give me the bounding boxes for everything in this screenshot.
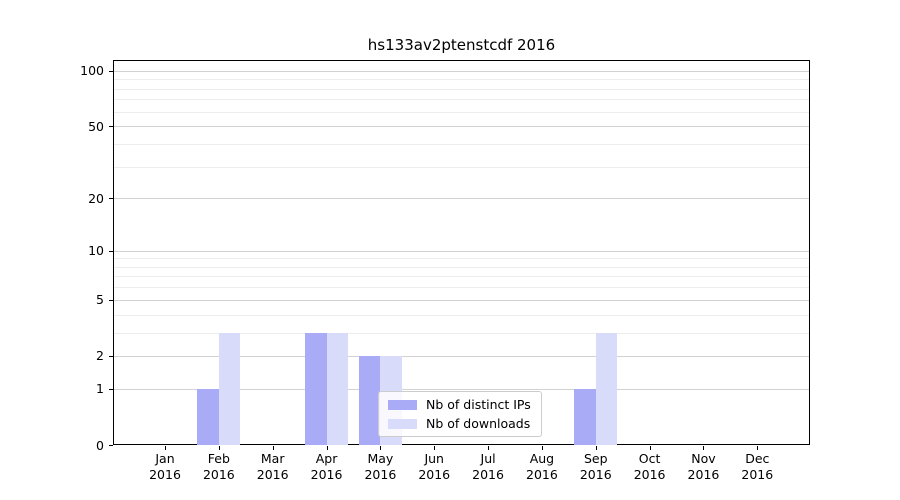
x-tick-label: Feb 2016 — [202, 451, 235, 482]
gridline-major — [114, 70, 809, 72]
x-tick-label: Jan 2016 — [149, 451, 181, 482]
gridline-minor — [114, 276, 809, 278]
gridline-minor — [114, 166, 809, 168]
x-tick-label: Dec 2016 — [741, 451, 774, 482]
legend-swatch-distinct-ips — [388, 399, 417, 410]
gridline-minor — [114, 258, 809, 260]
x-tick-label: Jun 2016 — [418, 451, 451, 482]
y-tick-label: 1 — [96, 381, 104, 397]
bar-downloads-3 — [326, 332, 349, 445]
gridline-minor — [114, 79, 809, 81]
x-tick-mark — [218, 446, 220, 450]
y-tick-mark — [109, 445, 113, 446]
y-tick-label: 0 — [96, 437, 104, 453]
y-tick-label: 10 — [88, 243, 104, 259]
x-tick-label: Sep 2016 — [579, 451, 612, 482]
x-tick-label: Nov 2016 — [687, 451, 720, 482]
plot-area — [113, 60, 810, 445]
gridline-minor — [114, 314, 809, 316]
y-tick-label: 100 — [80, 63, 104, 79]
chart-title: hs133av2ptenstcdf 2016 — [367, 36, 556, 54]
y-tick-label: 50 — [88, 118, 104, 134]
x-tick-mark — [272, 446, 274, 450]
y-tick-mark — [109, 70, 113, 72]
x-tick-mark — [165, 446, 166, 450]
legend-label-distinct-ips: Nb of distinct IPs — [426, 397, 531, 412]
legend-label-downloads: Nb of downloads — [426, 416, 531, 431]
bar-distinct-ips-4 — [358, 355, 381, 445]
x-tick-mark — [326, 446, 328, 450]
x-tick-label: Apr 2016 — [310, 451, 343, 482]
bar-distinct-ips-3 — [305, 332, 327, 445]
y-tick-mark — [109, 355, 113, 357]
y-tick-mark — [109, 250, 113, 252]
y-tick-label: 20 — [88, 190, 104, 206]
y-tick-label: 2 — [96, 348, 104, 364]
y-tick-mark — [109, 198, 113, 200]
bar-distinct-ips-8 — [574, 388, 596, 445]
y-tick-mark — [109, 299, 113, 301]
gridline-major — [114, 355, 809, 357]
gridline-major — [114, 299, 809, 301]
gridline-minor — [114, 332, 809, 334]
x-tick-label: May 2016 — [364, 451, 397, 482]
gridline-minor — [114, 111, 809, 113]
gridline-major — [114, 126, 809, 128]
bar-downloads-8 — [595, 332, 618, 445]
gridline-minor — [114, 99, 809, 101]
gridline-major — [114, 198, 809, 200]
x-tick-label: Mar 2016 — [256, 451, 289, 482]
gridline-minor — [114, 266, 809, 268]
x-tick-mark — [595, 446, 597, 450]
x-tick-mark — [434, 446, 436, 450]
legend-swatch-downloads — [388, 418, 417, 429]
x-tick-label: Jul 2016 — [472, 451, 504, 482]
y-tick-label: 5 — [96, 292, 104, 308]
x-tick-mark — [488, 446, 490, 450]
x-tick-label: Oct 2016 — [633, 451, 666, 482]
bar-downloads-1 — [218, 332, 241, 445]
x-tick-mark — [757, 446, 759, 450]
x-tick-mark — [703, 446, 705, 450]
x-tick-label: Aug 2016 — [526, 451, 558, 482]
gridline-minor — [114, 88, 809, 90]
y-tick-mark — [109, 388, 113, 390]
gridline-major — [114, 388, 809, 390]
x-tick-mark — [649, 446, 651, 450]
y-tick-mark — [109, 126, 113, 128]
x-tick-mark — [541, 446, 543, 450]
gridline-major — [114, 250, 809, 252]
legend-item-distinct-ips: Nb of distinct IPs — [388, 397, 531, 412]
legend-item-downloads: Nb of downloads — [388, 416, 531, 431]
gridline-minor — [114, 287, 809, 289]
x-tick-mark — [380, 446, 382, 450]
bar-distinct-ips-1 — [197, 388, 219, 445]
gridline-minor — [114, 143, 809, 145]
legend: Nb of distinct IPs Nb of downloads — [378, 391, 542, 437]
